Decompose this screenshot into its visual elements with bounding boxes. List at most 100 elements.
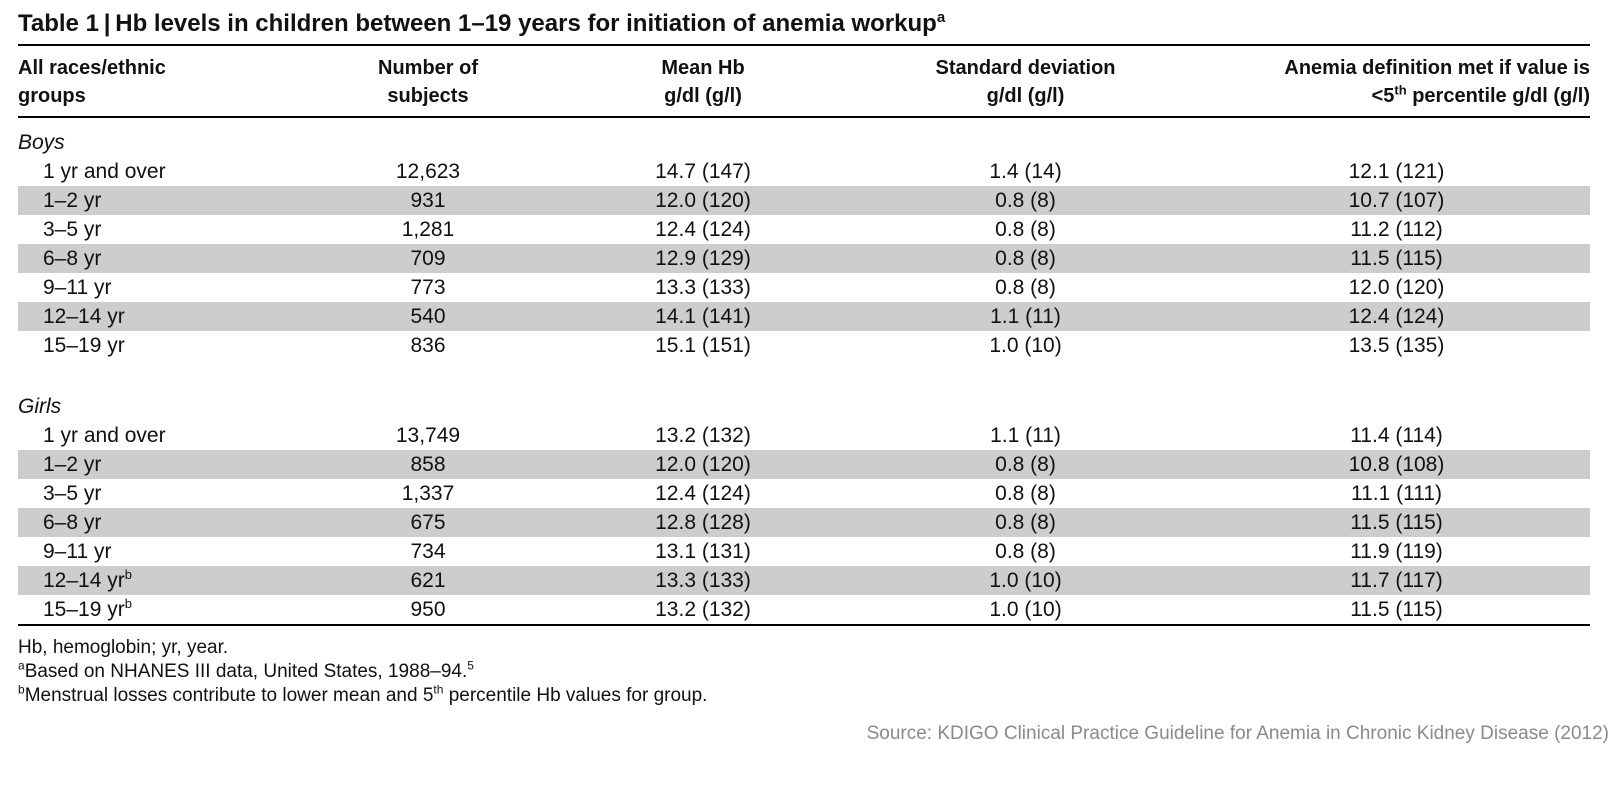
cell-sd: 0.8 (8): [995, 540, 1056, 563]
cell-age-group: 15–19 yrb: [43, 596, 132, 621]
table-row: 6–8 yr 709 12.9 (129) 0.8 (8) 11.5 (115): [18, 244, 1590, 273]
col-header-subjects: Number of subjects: [378, 57, 478, 107]
group-label: Boys: [18, 131, 65, 154]
cell-anemia-cutoff: 12.0 (120): [1348, 276, 1445, 299]
group-spacer: [18, 360, 1590, 382]
table-row: 3–5 yr 1,281 12.4 (124) 0.8 (8) 11.2 (112): [18, 215, 1590, 244]
cell-mean-hb: 14.7 (147): [655, 160, 751, 183]
cell-anemia-cutoff: 12.1 (121): [1348, 160, 1445, 183]
girls-group-heading: Girls: [18, 382, 1590, 421]
table-row: 6–8 yr 675 12.8 (128) 0.8 (8) 11.5 (115): [18, 508, 1590, 537]
cell-subjects: 675: [298, 508, 558, 537]
col-header-groups: All races/ethnic groups: [18, 57, 166, 107]
source-caption: Source: KDIGO Clinical Practice Guidelin…: [866, 723, 1609, 744]
cell-subjects: 950: [410, 598, 446, 621]
cell-mean-hb: 14.1 (141): [558, 302, 848, 331]
cell-sd: 1.4 (14): [989, 160, 1062, 183]
cell-sd: 1.1 (11): [990, 424, 1061, 447]
cell-age-group: 1 yr and over: [43, 160, 166, 183]
cell-anemia-cutoff: 12.4 (124): [1203, 302, 1590, 331]
table-row: 1–2 yr 858 12.0 (120) 0.8 (8) 10.8 (108): [18, 450, 1590, 479]
table-row: 15–19 yr 836 15.1 (151) 1.0 (10) 13.5 (135): [18, 331, 1590, 360]
table-header: All races/ethnic groups Number of subjects…: [18, 45, 1590, 117]
cell-sd: 0.8 (8): [848, 508, 1203, 537]
table-row: 1 yr and over 12,623 14.7 (147) 1.4 (14) 12.…: [18, 157, 1590, 186]
note-b: bMenstrual losses contribute to lower me…: [18, 682, 708, 706]
cell-sd: 1.0 (10): [848, 566, 1203, 595]
table-notes: Hb, hemoglobin; yr, year. aBased on NHAN…: [18, 636, 1590, 708]
cell-age-group: 12–14 yr: [18, 302, 298, 331]
cell-subjects: 13,749: [395, 424, 461, 447]
cell-anemia-cutoff: 10.7 (107): [1203, 186, 1590, 215]
footnote-marker: b: [124, 567, 132, 582]
boys-group-heading: Boys: [18, 117, 1590, 157]
table-title-text: Table 1 | Hb levels in children between …: [18, 10, 937, 37]
table-row: 12–14 yrb 621 13.3 (133) 1.0 (10) 11.7 (117): [18, 566, 1590, 595]
cell-anemia-cutoff: 13.5 (135): [1348, 334, 1445, 357]
cell-age-group: 6–8 yr: [18, 244, 298, 273]
cell-subjects: 621: [298, 566, 558, 595]
cell-age-group: 15–19 yr: [43, 334, 125, 357]
cell-sd: 1.1 (11): [848, 302, 1203, 331]
cell-anemia-cutoff: 11.1 (111): [1350, 482, 1443, 505]
cell-sd: 0.8 (8): [848, 186, 1203, 215]
cell-subjects: 734: [410, 540, 446, 563]
footnote-marker: b: [124, 596, 132, 611]
cell-subjects: 773: [410, 276, 446, 299]
cell-anemia-cutoff: 11.9 (119): [1350, 540, 1443, 563]
cell-age-group: 9–11 yr: [43, 540, 112, 563]
cell-age-group: 1 yr and over: [43, 424, 166, 447]
cell-sd: 0.8 (8): [995, 482, 1056, 505]
cell-anemia-cutoff: 11.5 (115): [1203, 508, 1590, 537]
cell-mean-hb: 13.2 (132): [655, 598, 751, 621]
table-row: 9–11 yr 734 13.1 (131) 0.8 (8) 11.9 (119): [18, 537, 1590, 566]
cell-age-group: 9–11 yr: [43, 276, 112, 299]
cell-subjects: 12,623: [395, 160, 461, 183]
cell-age-group: 3–5 yr: [43, 482, 102, 505]
note-a: aBased on NHANES III data, United States…: [18, 658, 474, 682]
cell-age-group: 3–5 yr: [43, 218, 102, 241]
cell-mean-hb: 13.2 (132): [655, 424, 751, 447]
cell-sd: 0.8 (8): [995, 276, 1056, 299]
cell-mean-hb: 12.8 (128): [558, 508, 848, 537]
table-body: Boys 1 yr and over 12,623 14.7 (147) 1.4 (14…: [18, 117, 1590, 625]
cell-mean-hb: 12.4 (124): [655, 218, 751, 241]
cell-mean-hb: 12.9 (129): [558, 244, 848, 273]
table-row: 9–11 yr 773 13.3 (133) 0.8 (8) 12.0 (120): [18, 273, 1590, 302]
cell-anemia-cutoff: 11.4 (114): [1350, 424, 1443, 447]
group-label: Girls: [18, 395, 62, 418]
cell-anemia-cutoff: 11.5 (115): [1203, 244, 1590, 273]
note-abbreviations: Hb, hemoglobin; yr, year.: [18, 637, 229, 658]
title-footnote-marker: a: [936, 9, 946, 26]
cell-subjects: 858: [298, 450, 558, 479]
cell-age-group: 1–2 yr: [18, 450, 298, 479]
table-row: 1 yr and over 13,749 13.2 (132) 1.1 (11) 11.…: [18, 421, 1590, 450]
cell-anemia-cutoff: 11.7 (117): [1203, 566, 1590, 595]
hb-levels-table: All races/ethnic groups Number of subjects…: [18, 44, 1590, 626]
cell-sd: 0.8 (8): [995, 218, 1056, 241]
cell-mean-hb: 13.3 (133): [558, 566, 848, 595]
cell-mean-hb: 13.3 (133): [655, 276, 751, 299]
col-header-sd: Standard deviation g/dl (g/l): [935, 57, 1116, 107]
cell-mean-hb: 15.1 (151): [655, 334, 751, 357]
cell-age-group: 12–14 yrb: [18, 566, 298, 595]
cell-sd: 1.0 (10): [989, 598, 1062, 621]
col-header-anemia-definition: Anemia definition met if value is <5th pe…: [1284, 57, 1590, 107]
cell-mean-hb: 13.1 (131): [655, 540, 751, 563]
cell-mean-hb: 12.0 (120): [558, 186, 848, 215]
cell-subjects: 1,281: [401, 218, 455, 241]
cell-sd: 0.8 (8): [848, 450, 1203, 479]
cell-mean-hb: 12.0 (120): [558, 450, 848, 479]
table-container: Table 1 | Hb levels in children between …: [18, 6, 1590, 708]
cell-subjects: 709: [298, 244, 558, 273]
cell-anemia-cutoff: 11.2 (112): [1350, 218, 1443, 241]
table-row: 1–2 yr 931 12.0 (120) 0.8 (8) 10.7 (107): [18, 186, 1590, 215]
cell-sd: 0.8 (8): [848, 244, 1203, 273]
cell-sd: 1.0 (10): [989, 334, 1062, 357]
table-row: 3–5 yr 1,337 12.4 (124) 0.8 (8) 11.1 (111): [18, 479, 1590, 508]
cell-subjects: 540: [298, 302, 558, 331]
table-row: 15–19 yrb 950 13.2 (132) 1.0 (10) 11.5 (115): [18, 595, 1590, 625]
cell-anemia-cutoff: 10.8 (108): [1203, 450, 1590, 479]
col-header-mean-hb: Mean Hb g/dl (g/l): [661, 57, 745, 107]
cell-mean-hb: 12.4 (124): [655, 482, 751, 505]
